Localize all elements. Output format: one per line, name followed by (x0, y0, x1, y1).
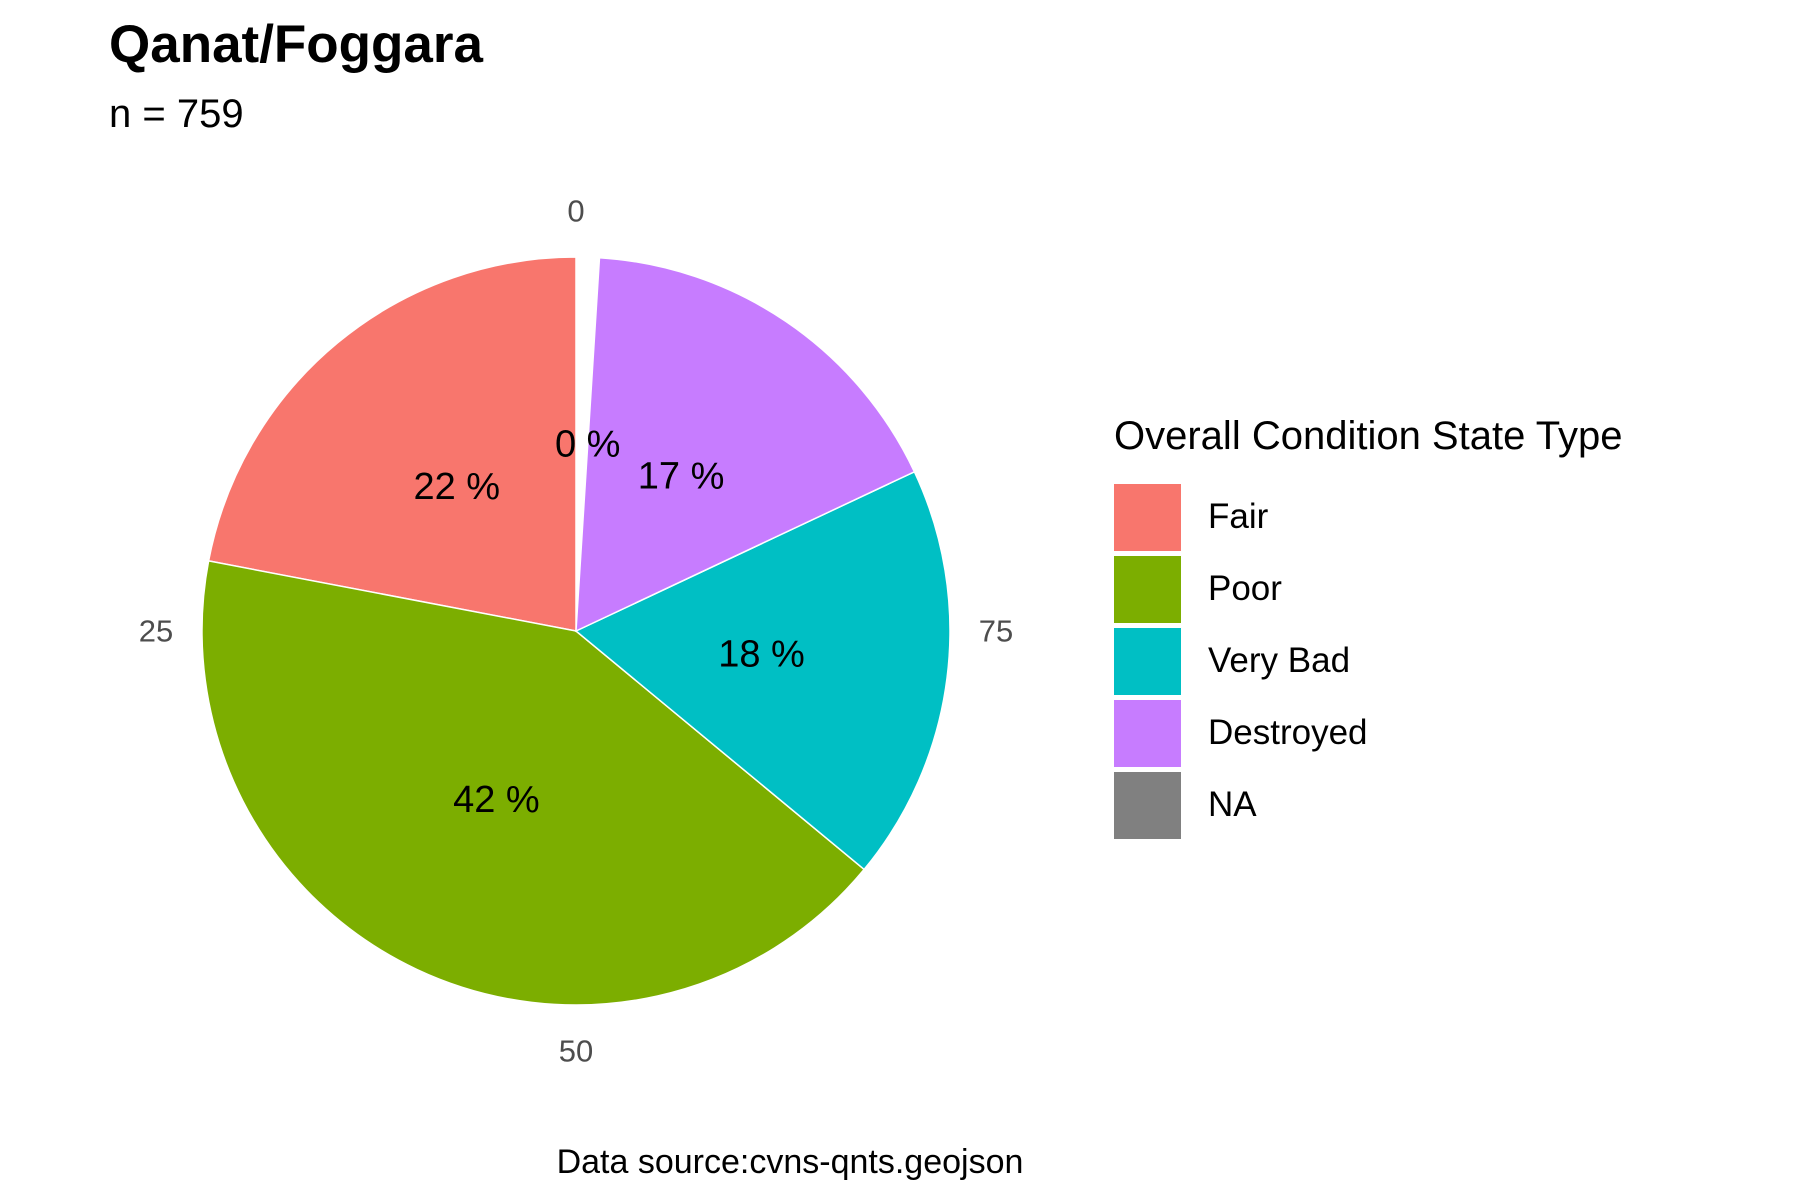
legend-items: Fair Poor Very Bad Destroyed NA (1114, 481, 1622, 841)
chart-subtitle: n = 759 (109, 92, 244, 136)
slice-destroyed (575, 256, 916, 633)
slice-poor (201, 560, 866, 1006)
legend-label-fair: Fair (1208, 497, 1269, 536)
legend-item-destroyed: Destroyed (1114, 697, 1622, 769)
legend-label-very-bad: Very Bad (1208, 641, 1351, 680)
tick-label-50: 50 (559, 1034, 593, 1069)
tick-label-0: 0 (567, 194, 584, 229)
data-label-destroyed: 17 % (638, 455, 725, 497)
chart-title: Qanat/Foggara (109, 15, 484, 74)
legend-item-fair: Fair (1114, 481, 1622, 553)
legend-swatch-na (1114, 771, 1181, 839)
legend-swatch-destroyed (1114, 699, 1181, 767)
slice-fair (207, 256, 577, 632)
legend-title: Overall Condition State Type (1114, 414, 1623, 458)
tick-label-75: 75 (979, 614, 1013, 649)
pie-data-labels: 22 % 42 % 18 % 17 % 0 % (413, 423, 804, 821)
legend: Overall Condition State Type Fair Poor Ver… (1114, 414, 1622, 841)
tick-label-25: 25 (139, 614, 173, 649)
data-label-very-bad: 18 % (718, 633, 805, 675)
data-source-caption: Data source:cvns-qnts.geojson (556, 1143, 1024, 1181)
data-label-fair: 22 % (413, 466, 500, 508)
legend-label-na: NA (1208, 785, 1257, 824)
legend-label-poor: Poor (1208, 569, 1282, 608)
legend-swatch-fair (1114, 483, 1181, 551)
data-label-poor: 42 % (453, 779, 540, 821)
legend-swatch-very-bad (1114, 627, 1181, 695)
legend-swatch-poor (1114, 555, 1181, 623)
data-label-na: 0 % (555, 423, 620, 465)
pie-slices (201, 256, 951, 1006)
slice-very-bad (574, 470, 951, 871)
angle-tick-labels: 0 25 50 75 (139, 194, 1013, 1069)
legend-item-poor: Poor (1114, 553, 1622, 625)
legend-label-destroyed: Destroyed (1208, 713, 1368, 752)
legend-item-very-bad: Very Bad (1114, 625, 1622, 697)
legend-item-na: NA (1114, 769, 1622, 841)
